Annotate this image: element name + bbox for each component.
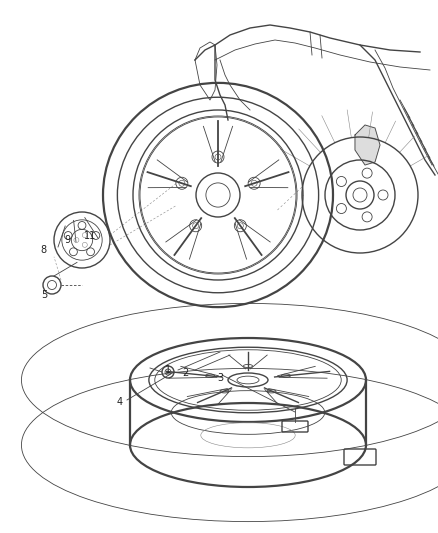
Text: 5: 5 bbox=[41, 290, 47, 300]
Text: 3: 3 bbox=[217, 373, 223, 383]
Polygon shape bbox=[355, 125, 380, 165]
Text: 9: 9 bbox=[64, 235, 70, 245]
Text: 2: 2 bbox=[182, 368, 188, 378]
Text: 4: 4 bbox=[117, 397, 123, 407]
Text: 11: 11 bbox=[84, 231, 96, 241]
Text: 8: 8 bbox=[40, 245, 46, 255]
Text: 1: 1 bbox=[165, 365, 171, 375]
